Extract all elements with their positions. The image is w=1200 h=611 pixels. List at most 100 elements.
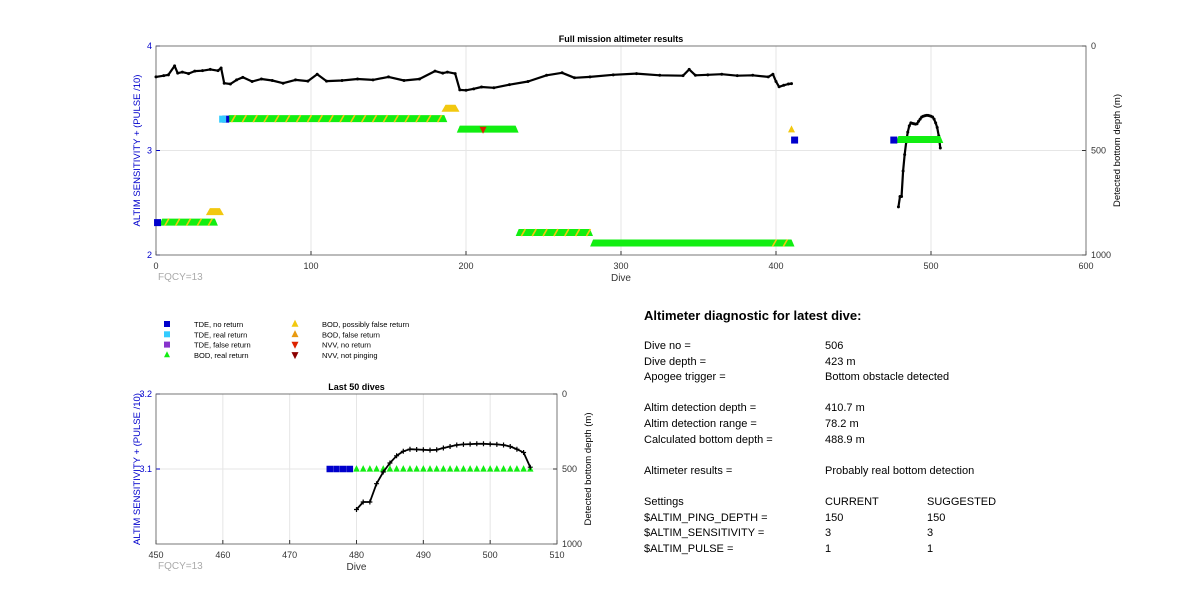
legend-marker — [291, 352, 299, 360]
last50-depth-point — [460, 441, 466, 447]
last50-x-tick-label: 490 — [416, 550, 431, 560]
full-bod-possibly-false-mark — [252, 114, 258, 123]
full-bod-possibly-false-mark — [361, 114, 367, 123]
full-x-tick-label: 200 — [458, 261, 473, 271]
pulse-label: $ALTIM_PULSE = — [644, 542, 734, 555]
last50-depth-point — [414, 447, 420, 452]
last50-depth-point — [420, 447, 426, 453]
full-x-tick-label: 400 — [768, 261, 783, 271]
full-depth-point — [166, 73, 170, 77]
full-bod-possibly-false-band — [205, 208, 224, 216]
full-depth-point — [526, 80, 530, 84]
full-depth-point — [154, 75, 158, 79]
full-bod-possibly-false-mark — [520, 228, 527, 237]
ping-depth-label: $ALTIM_PING_DEPTH = — [644, 511, 768, 524]
full-bod-possibly-false-mark — [531, 228, 537, 237]
last50-x-tick-label: 470 — [282, 550, 297, 560]
full-bod-possibly-false-mark — [404, 114, 410, 123]
full-marker-tde-real-return — [219, 115, 227, 123]
full-depth-point — [387, 75, 390, 79]
last50-depth-point — [467, 441, 473, 447]
last50-marker-bod-real-return — [420, 465, 427, 472]
full-x-tick-label: 500 — [923, 261, 938, 271]
full-bod-possibly-false-band — [441, 104, 460, 112]
full-depth-point — [472, 87, 476, 91]
last50-depth-point — [440, 445, 446, 451]
legend-marker — [291, 330, 299, 338]
last50-marker-bod-real-return — [520, 465, 527, 472]
full-depth-point — [560, 71, 564, 75]
full-bod-possibly-false-mark — [542, 228, 548, 237]
legend-label: TDE, no return — [194, 320, 243, 329]
last50-marker-bod-real-return — [406, 465, 414, 472]
full-depth-point — [270, 78, 274, 82]
last50-depth-point — [487, 441, 493, 447]
last50-depth-point — [407, 446, 413, 452]
last50-depth-point — [527, 464, 533, 470]
last50-depth-point — [374, 481, 380, 487]
full-depth-point — [492, 86, 496, 90]
last50-marker-bod-real-return — [386, 465, 394, 472]
full-depth-point — [418, 77, 421, 81]
full-depth-point — [228, 82, 232, 86]
last50-y-tick-label: 3.2 — [139, 389, 152, 399]
full-depth-point — [751, 73, 755, 77]
last50-fqcy-annotation: FQCY=13 — [158, 561, 203, 572]
legend-label: BOD, possibly false return — [322, 320, 409, 329]
full-depth-point — [480, 85, 483, 89]
last50-marker-bod-real-return — [413, 465, 420, 472]
full-depth-point — [325, 79, 328, 83]
last50-marker-bod-real-return — [486, 465, 494, 472]
full-bod-possibly-false-mark — [564, 228, 570, 237]
full-y2-label: Detected bottom depth (m) — [1112, 94, 1123, 207]
last50-marker-bod-real-return — [513, 465, 521, 472]
last50-depth-point — [494, 441, 500, 447]
pulse-row: $ALTIM_PULSE = 1 1 — [644, 542, 1084, 558]
full-bod-possibly-false-mark — [339, 114, 345, 123]
full-bod-possibly-false-mark — [436, 114, 443, 123]
pulse-current: 1 — [825, 542, 832, 555]
full-depth-point — [433, 69, 437, 73]
full-depth-point — [934, 121, 938, 125]
full-depth-point — [720, 72, 724, 76]
last50-x-label: Dive — [346, 562, 366, 573]
last50-marker-bod-real-return — [393, 465, 400, 472]
altim-range-value: 78.2 m — [825, 417, 859, 430]
last50-x-tick-label: 450 — [148, 550, 163, 560]
legend-label: TDE, false return — [194, 341, 251, 350]
full-depth-point — [588, 75, 592, 79]
last50-depth-point — [507, 444, 513, 449]
altim-range-label: Altim detection range = — [644, 417, 757, 430]
diagnostic-title: Altimeter diagnostic for latest dive: — [644, 308, 862, 323]
full-depth-point — [938, 146, 942, 150]
full-marker-bod-possibly-false-return — [788, 125, 795, 133]
dive-depth-label: Dive depth = — [644, 355, 707, 368]
full-depth-point — [573, 76, 576, 80]
full-depth-point — [464, 88, 468, 92]
last50-marker-tde-no-return — [346, 465, 354, 473]
full-depth-point — [507, 83, 511, 87]
last50-marker-tde-no-return — [339, 465, 347, 473]
full-bod-possibly-false-mark — [350, 114, 356, 123]
full-bod-real-band — [456, 125, 519, 133]
full-depth-point — [458, 88, 462, 92]
legend-label: TDE, real return — [194, 330, 247, 339]
legend-marker — [164, 321, 170, 327]
dive-depth-value: 423 m — [825, 355, 856, 368]
last50-y-label: ALTIM SENSITIVITY + (PULSE /10) — [132, 393, 143, 545]
last50-y2-tick-label: 1000 — [562, 539, 582, 549]
full-x-tick-label: 100 — [303, 261, 318, 271]
full-depth-point — [222, 81, 226, 85]
full-y-tick-label: 3 — [147, 146, 152, 156]
full-depth-point — [782, 83, 786, 87]
full-depth-point — [635, 72, 638, 76]
settings-header-row: Settings CURRENT SUGGESTED — [644, 495, 1084, 511]
ping-depth-current: 150 — [825, 511, 844, 524]
full-bod-possibly-false-mark — [317, 114, 323, 123]
diagnostic-panel: Altimeter diagnostic for latest dive: Di… — [644, 308, 1084, 557]
full-depth-point — [441, 71, 445, 75]
full-x-tick-label: 300 — [613, 261, 628, 271]
full-bod-possibly-false-mark — [196, 218, 203, 227]
last50-y2-tick-label: 0 — [562, 389, 567, 399]
full-depth-point — [235, 78, 239, 82]
